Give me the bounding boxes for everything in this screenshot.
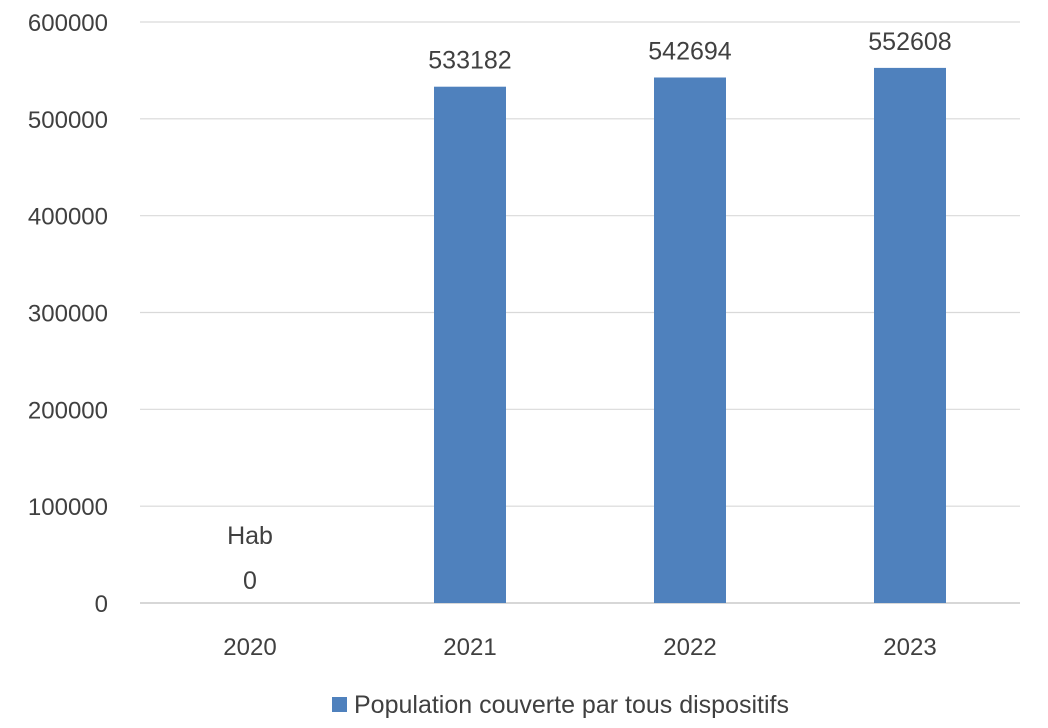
y-tick-label: 500000 (28, 107, 108, 134)
bar[interactable] (654, 77, 726, 603)
legend-label: Population couverte par tous dispositifs (354, 691, 789, 719)
x-axis-ticks: 2020 2021 2022 2023 (223, 634, 936, 661)
bars (434, 67, 946, 604)
y-tick-label: 200000 (28, 397, 108, 424)
bar[interactable] (434, 86, 506, 604)
y-tick-label: 100000 (28, 494, 108, 521)
y-tick-label: 0 (95, 591, 108, 618)
x-tick-label: 2021 (443, 634, 496, 661)
data-label: 552608 (868, 28, 951, 56)
x-tick-label: 2020 (223, 634, 276, 661)
data-label: 533182 (428, 47, 511, 75)
annotation-hab: Hab (227, 522, 273, 550)
y-tick-label: 600000 (28, 10, 108, 37)
data-labels: 0 533182 542694 552608 (243, 28, 952, 595)
y-tick-label: 300000 (28, 301, 108, 328)
legend-swatch (332, 697, 347, 712)
gridlines (140, 21, 1020, 604)
data-label: 0 (243, 567, 257, 595)
y-axis-ticks: 0 100000 200000 300000 400000 500000 600000 (28, 10, 108, 618)
data-label: 542694 (648, 37, 732, 65)
x-tick-label: 2022 (663, 634, 716, 661)
y-tick-label: 400000 (28, 204, 108, 231)
bar[interactable] (874, 67, 946, 604)
x-tick-label: 2023 (883, 634, 936, 661)
legend[interactable]: Population couverte par tous dispositifs (332, 691, 789, 719)
